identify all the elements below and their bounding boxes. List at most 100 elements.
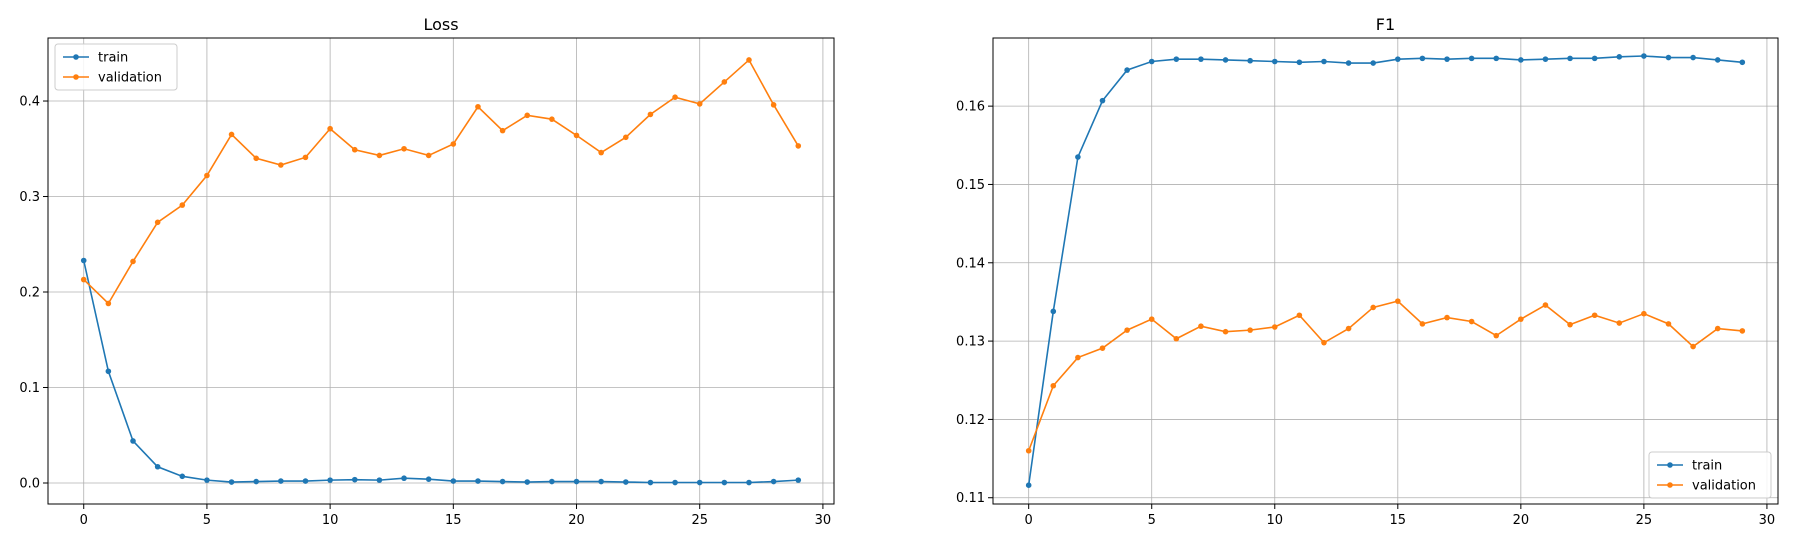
loss-train-point-7 (253, 478, 260, 485)
f1-validation-point-2 (1075, 354, 1081, 361)
f1-train-point-12 (1321, 58, 1327, 65)
loss-validation-point-12 (376, 152, 383, 159)
loss-validation-point-28 (770, 102, 777, 108)
loss-train-point-20 (573, 478, 580, 485)
loss-chart: 0 5 10 15 20 25 30 0.0 0.1 0.2 0.3 0.4 Loss train vali… (19, 15, 835, 528)
f1-validation-point-20 (1518, 316, 1524, 322)
loss-validation-point-15 (450, 141, 457, 147)
loss-legend: train validation (54, 43, 178, 91)
f1-train-point-19 (1493, 55, 1500, 62)
f1-train-point-15 (1395, 56, 1401, 62)
loss-train-point-14 (425, 476, 432, 482)
f1-validation-point-18 (1468, 318, 1475, 325)
loss-ytick-label-2: 0.2 (19, 286, 40, 301)
f1-ytick-label-0: 0.11 (956, 491, 985, 506)
f1-validation-point-9 (1247, 327, 1253, 333)
f1-train-point-10 (1271, 58, 1278, 65)
loss-validation-point-10 (327, 125, 333, 132)
f1-legend-marker-validation (1667, 482, 1673, 488)
loss-validation-point-16 (475, 103, 481, 110)
loss-train-point-3 (154, 463, 161, 470)
loss-train-point-6 (228, 479, 235, 485)
loss-validation-point-0 (80, 276, 87, 283)
loss-validation-point-24 (672, 94, 678, 101)
loss-validation-point-29 (795, 143, 802, 149)
loss-xtick-label-30: 30 (815, 513, 832, 528)
loss-validation-point-4 (179, 202, 186, 208)
f1-train-point-3 (1099, 97, 1106, 104)
loss-validation-line (83, 58, 799, 305)
f1-xtick-label-30: 30 (1759, 513, 1776, 528)
f1-train-point-1 (1050, 308, 1057, 315)
f1-validation-point-29 (1739, 328, 1746, 334)
loss-validation-point-25 (696, 101, 703, 107)
f1-chart-title: F1 (1376, 15, 1395, 34)
f1-xtick-label-0: 0 (1025, 513, 1033, 528)
loss-train-point-23 (647, 479, 654, 486)
f1-xtick-label-15: 15 (1390, 513, 1407, 528)
f1-validation-point-12 (1321, 339, 1327, 346)
loss-train-point-17 (499, 478, 506, 485)
f1-train-point-14 (1370, 60, 1376, 66)
loss-train-point-12 (376, 477, 383, 483)
f1-legend-label-train: train (1692, 459, 1722, 474)
loss-legend-box (54, 43, 178, 91)
f1-train-point-27 (1690, 54, 1696, 61)
f1-validation-point-11 (1296, 312, 1303, 319)
loss-train-point-19 (549, 478, 555, 485)
f1-legend-box (1648, 451, 1772, 499)
loss-train-point-24 (672, 479, 678, 486)
f1-xtick-label-5: 5 (1148, 513, 1156, 528)
f1-validation-line (1027, 300, 1743, 452)
loss-validation-point-26 (721, 79, 728, 85)
f1-validation-point-17 (1444, 314, 1450, 321)
f1-train-point-26 (1665, 54, 1672, 61)
f1-validation-point-0 (1025, 447, 1032, 454)
loss-validation-point-1 (105, 300, 112, 307)
loss-xtick-label-25: 25 (691, 513, 708, 528)
f1-validation-point-24 (1616, 320, 1623, 326)
f1-train-point-28 (1714, 57, 1721, 63)
f1-validation-point-16 (1419, 321, 1426, 327)
f1-ytick-label-1: 0.12 (956, 413, 985, 428)
f1-legend-label-validation: validation (1692, 479, 1756, 494)
loss-train-point-5 (204, 477, 210, 483)
loss-train-point-8 (278, 478, 284, 484)
loss-axes-frame (47, 37, 835, 505)
loss-train-point-1 (105, 368, 112, 375)
f1-validation-point-14 (1370, 304, 1376, 311)
loss-train-point-9 (302, 478, 309, 484)
loss-train-point-27 (746, 479, 752, 486)
f1-train-point-20 (1518, 57, 1524, 63)
f1-legend-marker-train (1667, 462, 1673, 468)
f1-train-point-16 (1419, 55, 1426, 62)
loss-train-point-0 (80, 257, 87, 264)
loss-train-point-22 (622, 479, 629, 485)
loss-train-point-28 (770, 478, 777, 485)
loss-train-point-4 (179, 473, 186, 480)
loss-train-point-11 (351, 476, 358, 483)
loss-xtick-label-0: 0 (80, 513, 88, 528)
f1-ytick-label-4: 0.15 (956, 178, 985, 193)
f1-validation-point-8 (1222, 328, 1229, 335)
f1-xtick-label-10: 10 (1266, 513, 1283, 528)
f1-train-point-5 (1148, 58, 1155, 65)
loss-validation-point-3 (154, 219, 161, 226)
loss-train-point-26 (721, 479, 728, 486)
loss-validation-point-19 (549, 116, 555, 122)
loss-validation-point-9 (302, 154, 309, 161)
f1-validation-point-21 (1542, 302, 1549, 308)
f1-train-point-11 (1296, 59, 1303, 66)
f1-validation-point-4 (1124, 327, 1130, 333)
loss-train-point-18 (524, 479, 531, 485)
loss-legend-marker-validation (73, 74, 79, 80)
loss-validation-point-18 (524, 112, 531, 119)
f1-validation-point-19 (1493, 332, 1500, 339)
f1-train-point-4 (1124, 67, 1130, 73)
f1-train-line (1027, 55, 1743, 486)
f1-validation-point-26 (1665, 321, 1672, 327)
loss-train-point-15 (450, 478, 457, 484)
f1-validation-point-28 (1714, 325, 1721, 332)
f1-validation-point-10 (1271, 324, 1278, 330)
